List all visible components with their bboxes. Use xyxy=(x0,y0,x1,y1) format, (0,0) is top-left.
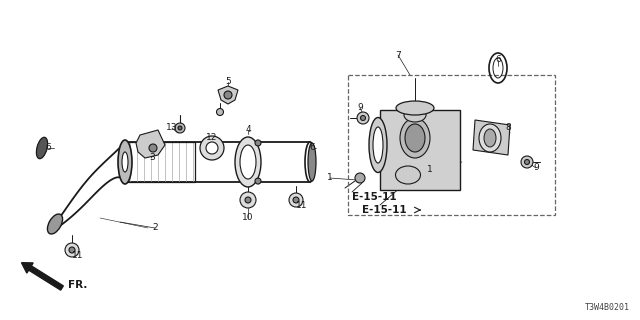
Text: 10: 10 xyxy=(243,213,253,222)
Text: 13: 13 xyxy=(166,124,178,132)
Circle shape xyxy=(216,108,223,116)
Text: 5: 5 xyxy=(225,77,231,86)
Ellipse shape xyxy=(240,145,256,179)
Circle shape xyxy=(245,197,251,203)
Text: 11: 11 xyxy=(72,251,84,260)
Ellipse shape xyxy=(369,117,387,172)
Circle shape xyxy=(255,140,261,146)
Bar xyxy=(128,142,195,182)
Circle shape xyxy=(240,192,256,208)
Circle shape xyxy=(360,116,365,121)
Polygon shape xyxy=(136,130,165,158)
Ellipse shape xyxy=(396,101,434,115)
Circle shape xyxy=(224,91,232,99)
Text: 3: 3 xyxy=(149,154,155,163)
Ellipse shape xyxy=(235,137,261,187)
Text: T3W4B0201: T3W4B0201 xyxy=(585,303,630,312)
Text: 8: 8 xyxy=(505,124,511,132)
Text: 9: 9 xyxy=(533,164,539,172)
Ellipse shape xyxy=(373,127,383,163)
Circle shape xyxy=(255,178,261,184)
Ellipse shape xyxy=(400,118,430,158)
Ellipse shape xyxy=(122,152,128,172)
Ellipse shape xyxy=(118,140,132,184)
Text: 7: 7 xyxy=(395,51,401,60)
Text: 6: 6 xyxy=(495,55,501,65)
Ellipse shape xyxy=(484,129,496,147)
Ellipse shape xyxy=(47,214,63,234)
Text: 6: 6 xyxy=(45,143,51,153)
Ellipse shape xyxy=(405,124,425,152)
Circle shape xyxy=(149,144,157,152)
Text: 12: 12 xyxy=(206,133,218,142)
Ellipse shape xyxy=(479,124,501,152)
Circle shape xyxy=(69,247,75,253)
Circle shape xyxy=(525,159,529,164)
Ellipse shape xyxy=(120,142,130,182)
Circle shape xyxy=(289,193,303,207)
Text: E-15-11: E-15-11 xyxy=(352,192,397,202)
Ellipse shape xyxy=(36,137,47,159)
Ellipse shape xyxy=(305,142,315,182)
Circle shape xyxy=(355,173,365,183)
FancyArrow shape xyxy=(22,263,63,290)
Circle shape xyxy=(521,156,533,168)
Text: 1: 1 xyxy=(327,173,333,182)
Ellipse shape xyxy=(404,108,426,122)
Text: E-15-11: E-15-11 xyxy=(362,205,406,215)
Bar xyxy=(348,75,555,215)
Text: FR.: FR. xyxy=(68,280,88,290)
Circle shape xyxy=(357,112,369,124)
Circle shape xyxy=(175,123,185,133)
Bar xyxy=(380,110,460,190)
Circle shape xyxy=(206,142,218,154)
Circle shape xyxy=(65,243,79,257)
Circle shape xyxy=(178,126,182,130)
Text: 2: 2 xyxy=(152,223,158,233)
Text: 11: 11 xyxy=(296,201,308,210)
Text: 9: 9 xyxy=(357,103,363,113)
Circle shape xyxy=(293,197,299,203)
Ellipse shape xyxy=(396,166,420,184)
Polygon shape xyxy=(218,86,238,104)
Text: 6: 6 xyxy=(309,143,315,153)
Text: 4: 4 xyxy=(245,125,251,134)
Circle shape xyxy=(200,136,224,160)
Ellipse shape xyxy=(308,143,316,181)
Text: 1: 1 xyxy=(427,165,433,174)
Polygon shape xyxy=(473,120,510,155)
